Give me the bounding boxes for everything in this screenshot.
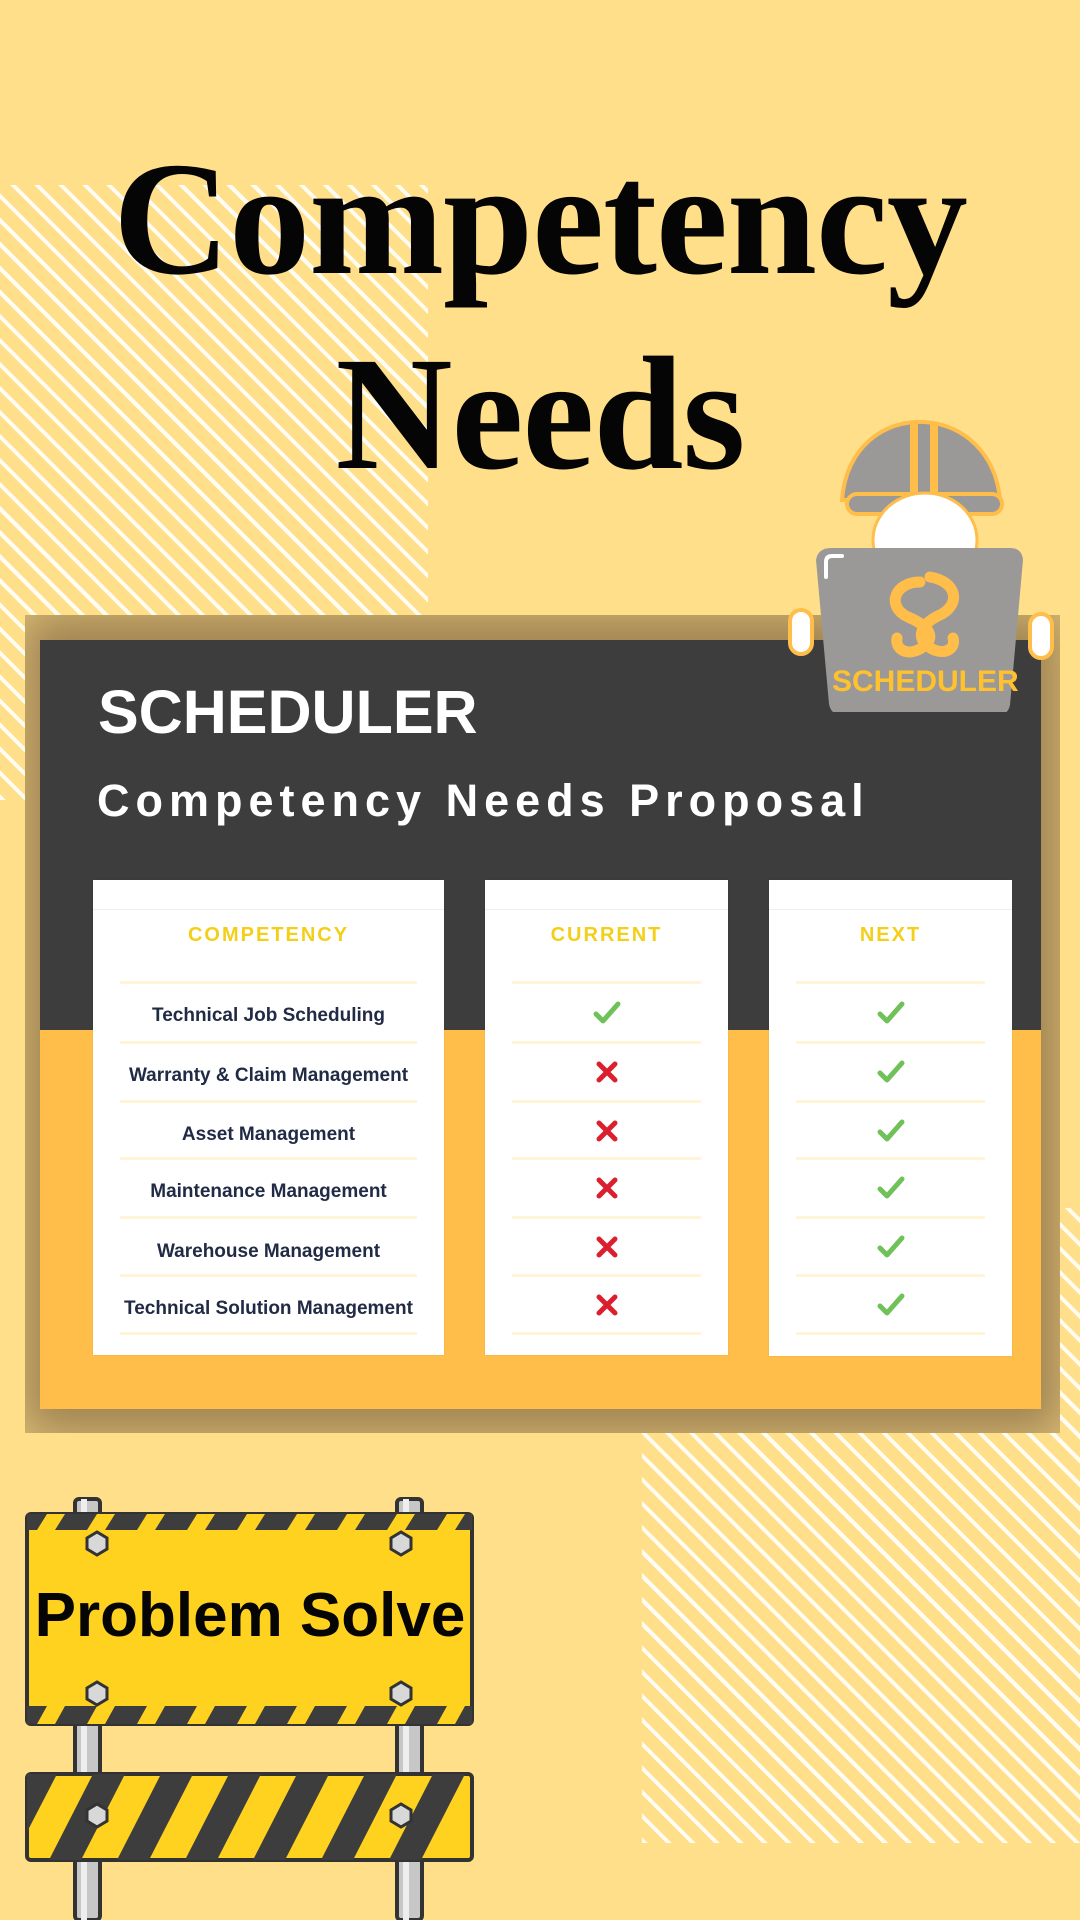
check-icon — [591, 997, 623, 1029]
row-divider — [796, 1041, 985, 1044]
row-divider — [120, 1041, 417, 1044]
row-divider — [796, 1216, 985, 1219]
check-icon — [875, 997, 907, 1029]
board-brand: SCHEDULER — [98, 678, 478, 746]
row-divider — [796, 1157, 985, 1160]
row-divider — [512, 1157, 701, 1160]
scheduler-mascot: SCHEDULER — [784, 412, 1059, 712]
row-divider — [512, 1100, 701, 1103]
row-divider — [120, 1332, 417, 1335]
row-divider — [512, 981, 701, 984]
cross-icon — [591, 1172, 623, 1204]
check-icon — [875, 1115, 907, 1147]
current-header: CURRENT — [550, 924, 663, 946]
row-divider — [120, 1157, 417, 1160]
next-column: NEXT — [769, 880, 1012, 1356]
next-header: NEXT — [859, 924, 922, 946]
competency-cell: Technical Solution Management — [124, 1298, 413, 1319]
row-divider — [120, 1216, 417, 1219]
row-divider — [796, 1332, 985, 1335]
row-divider — [120, 1100, 417, 1103]
competency-cell: Technical Job Scheduling — [152, 1005, 385, 1026]
check-icon — [875, 1172, 907, 1204]
row-divider — [512, 1332, 701, 1335]
check-icon — [875, 1289, 907, 1321]
cross-icon — [591, 1056, 623, 1088]
competency-cell: Warranty & Claim Management — [128, 1065, 409, 1086]
row-divider — [796, 981, 985, 984]
row-divider — [512, 1274, 701, 1277]
row-divider — [512, 1041, 701, 1044]
cross-icon — [591, 1289, 623, 1321]
competency-cell: Maintenance Management — [150, 1181, 387, 1202]
board-subtitle: Competency Needs Proposal — [97, 775, 870, 826]
current-column: CURRENT — [485, 880, 728, 1355]
cross-icon — [591, 1115, 623, 1147]
problem-solve-text: Problem Solve — [34, 1581, 466, 1650]
row-divider — [120, 981, 417, 984]
check-icon — [875, 1231, 907, 1263]
competency-column: COMPETENCY Technical Job Scheduling Warr… — [93, 880, 444, 1355]
competency-header: COMPETENCY — [187, 924, 350, 946]
competency-cell: Asset Management — [181, 1124, 356, 1145]
row-divider — [796, 1100, 985, 1103]
row-divider — [120, 1274, 417, 1277]
check-icon — [875, 1056, 907, 1088]
competency-cell: Warehouse Management — [156, 1241, 381, 1262]
cross-icon — [591, 1231, 623, 1263]
row-divider — [796, 1274, 985, 1277]
page-title: Competency Needs — [40, 122, 1040, 512]
page-title-line-1: Competency — [113, 130, 968, 309]
row-divider — [512, 1216, 701, 1219]
problem-solve-sign: Problem Solve — [25, 1492, 475, 1920]
scheduler-badge-label: SCHEDULER — [832, 665, 1019, 698]
page-title-line-2: Needs — [335, 325, 746, 504]
proposal-board: SCHEDULER Competency Needs Proposal COMP… — [40, 640, 1041, 1409]
